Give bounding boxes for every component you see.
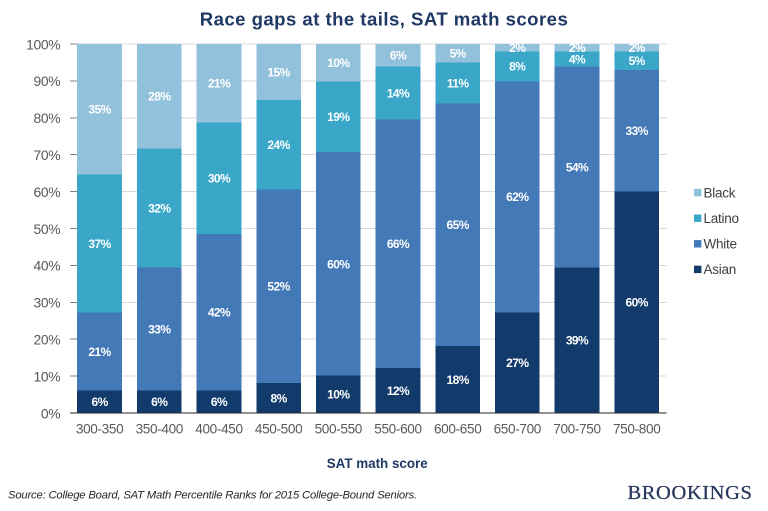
svg-text:5%: 5%	[450, 47, 467, 61]
svg-text:21%: 21%	[88, 345, 111, 359]
svg-text:30%: 30%	[34, 295, 61, 311]
svg-text:42%: 42%	[208, 306, 231, 320]
svg-text:SAT math score: SAT math score	[327, 456, 428, 471]
svg-text:40%: 40%	[34, 258, 61, 274]
svg-text:50%: 50%	[34, 221, 61, 237]
svg-text:60%: 60%	[34, 184, 61, 200]
svg-text:350-400: 350-400	[136, 421, 184, 436]
svg-text:60%: 60%	[327, 257, 350, 271]
svg-text:70%: 70%	[34, 147, 61, 163]
svg-text:33%: 33%	[626, 124, 649, 138]
svg-text:BROOKINGS: BROOKINGS	[628, 482, 753, 504]
svg-text:19%: 19%	[327, 110, 350, 124]
svg-text:62%: 62%	[506, 190, 529, 204]
svg-text:10%: 10%	[327, 388, 350, 402]
svg-text:28%: 28%	[148, 90, 171, 104]
svg-text:6%: 6%	[390, 49, 407, 63]
svg-text:White: White	[704, 237, 737, 252]
svg-text:90%: 90%	[34, 73, 61, 89]
svg-text:32%: 32%	[148, 201, 171, 215]
svg-text:11%: 11%	[447, 77, 470, 91]
svg-text:65%: 65%	[447, 218, 470, 232]
svg-text:27%: 27%	[506, 356, 529, 370]
svg-text:20%: 20%	[34, 332, 61, 348]
svg-text:Race gaps at the tails, SAT ma: Race gaps at the tails, SAT math scores	[200, 9, 569, 30]
svg-text:24%: 24%	[267, 138, 290, 152]
svg-text:6%: 6%	[151, 395, 168, 409]
svg-text:650-700: 650-700	[494, 421, 542, 436]
svg-text:80%: 80%	[34, 110, 61, 126]
svg-text:10%: 10%	[34, 368, 61, 384]
svg-text:2%: 2%	[569, 41, 586, 55]
svg-text:8%: 8%	[509, 60, 526, 74]
svg-text:15%: 15%	[267, 65, 290, 79]
svg-text:2%: 2%	[509, 41, 526, 55]
svg-text:2%: 2%	[629, 41, 646, 55]
svg-text:66%: 66%	[387, 237, 410, 251]
svg-text:400-450: 400-450	[195, 421, 243, 436]
svg-text:18%: 18%	[447, 373, 470, 387]
svg-text:4%: 4%	[569, 52, 586, 66]
svg-text:60%: 60%	[626, 296, 649, 310]
svg-text:450-500: 450-500	[255, 421, 303, 436]
svg-text:500-550: 500-550	[315, 421, 363, 436]
svg-text:Black: Black	[704, 185, 736, 200]
svg-text:30%: 30%	[208, 172, 231, 186]
svg-text:0%: 0%	[41, 405, 60, 421]
svg-text:Latino: Latino	[704, 211, 739, 226]
svg-text:100%: 100%	[26, 36, 60, 52]
svg-text:5%: 5%	[629, 54, 646, 68]
svg-text:6%: 6%	[91, 395, 108, 409]
svg-text:8%: 8%	[270, 391, 287, 405]
svg-text:Source: College Board, SAT Mat: Source: College Board, SAT Math Percenti…	[8, 490, 417, 502]
svg-text:700-750: 700-750	[553, 421, 601, 436]
svg-text:39%: 39%	[566, 334, 589, 348]
svg-text:6%: 6%	[211, 395, 228, 409]
svg-text:14%: 14%	[387, 86, 410, 100]
svg-text:35%: 35%	[88, 103, 111, 117]
svg-text:54%: 54%	[566, 160, 589, 174]
svg-text:10%: 10%	[327, 56, 350, 70]
svg-text:Asian: Asian	[704, 262, 737, 277]
svg-text:300-350: 300-350	[76, 421, 124, 436]
svg-text:600-650: 600-650	[434, 421, 482, 436]
svg-text:21%: 21%	[208, 77, 231, 91]
svg-text:12%: 12%	[387, 384, 410, 398]
svg-text:33%: 33%	[148, 323, 171, 337]
svg-text:550-600: 550-600	[374, 421, 422, 436]
svg-text:750-800: 750-800	[613, 421, 661, 436]
svg-text:52%: 52%	[267, 280, 290, 294]
svg-text:37%: 37%	[88, 237, 111, 251]
